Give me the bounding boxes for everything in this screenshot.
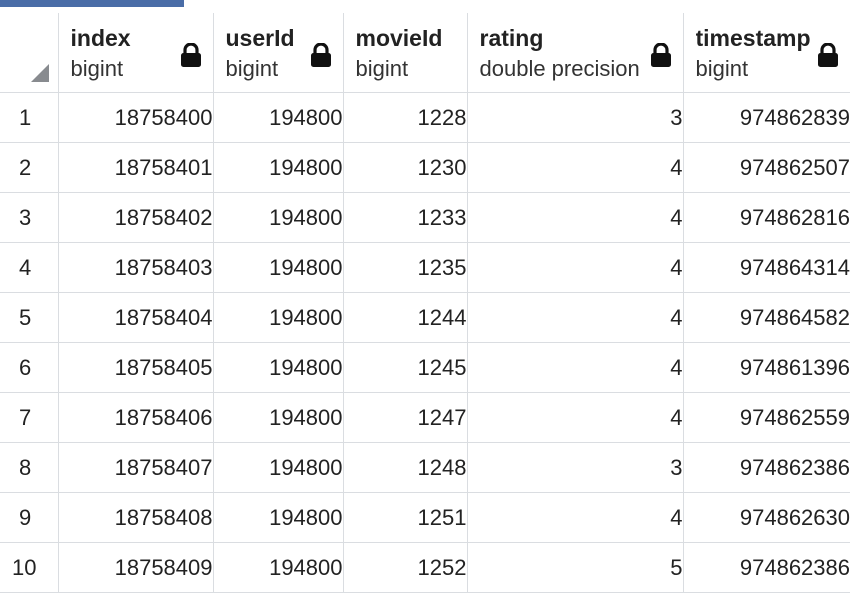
cell-index[interactable]: 18758409 <box>57 542 214 593</box>
cell-index[interactable]: 18758408 <box>57 492 214 543</box>
table-row[interactable]: 5 18758404 194800 1244 4 974864582 <box>0 292 850 343</box>
column-type: bigint <box>70 56 124 81</box>
column-type: bigint <box>355 56 409 81</box>
cell-movieid[interactable]: 1244 <box>342 292 468 343</box>
grid-body: 1 18758400 194800 1228 3 974862839 2 18758401 1… <box>0 92 850 593</box>
cell-timestamp[interactable]: 974862386 <box>682 442 850 493</box>
cell-userid[interactable]: 194800 <box>212 142 344 193</box>
cell-userid[interactable]: 194800 <box>212 442 344 493</box>
cell-movieid[interactable]: 1235 <box>342 242 468 293</box>
cell-index[interactable]: 18758405 <box>57 342 214 393</box>
cell-movieid[interactable]: 1233 <box>342 192 468 243</box>
row-number[interactable]: 7 <box>0 392 59 443</box>
table-row[interactable]: 10 18758409 194800 1252 5 974862386 <box>0 542 850 593</box>
lock-icon <box>650 43 671 67</box>
cell-timestamp[interactable]: 974862559 <box>682 392 850 443</box>
cell-rating[interactable]: 4 <box>466 192 684 243</box>
lock-icon <box>818 43 838 67</box>
row-number[interactable]: 5 <box>0 292 59 343</box>
cell-timestamp[interactable]: 974862839 <box>682 92 850 143</box>
row-number[interactable]: 6 <box>0 342 59 393</box>
cell-rating[interactable]: 4 <box>466 142 684 193</box>
column-header-rating[interactable]: rating double precision <box>466 13 684 93</box>
row-number[interactable]: 3 <box>0 192 59 243</box>
cell-rating[interactable]: 4 <box>466 342 684 393</box>
cell-rating[interactable]: 4 <box>466 492 684 543</box>
column-header-index[interactable]: index bigint <box>57 13 214 93</box>
table-row[interactable]: 9 18758408 194800 1251 4 974862630 <box>0 492 850 543</box>
cell-userid[interactable]: 194800 <box>212 92 344 143</box>
select-all-corner[interactable] <box>0 13 59 93</box>
cell-movieid[interactable]: 1228 <box>342 92 468 143</box>
row-number[interactable]: 4 <box>0 242 59 293</box>
table-row[interactable]: 4 18758403 194800 1235 4 974864314 <box>0 242 850 293</box>
cell-timestamp[interactable]: 974864314 <box>682 242 850 293</box>
table-row[interactable]: 3 18758402 194800 1233 4 974862816 <box>0 192 850 243</box>
cell-rating[interactable]: 4 <box>466 242 684 293</box>
cell-timestamp[interactable]: 974862630 <box>682 492 850 543</box>
cell-movieid[interactable]: 1252 <box>342 542 468 593</box>
table-row[interactable]: 1 18758400 194800 1228 3 974862839 <box>0 92 850 143</box>
cell-movieid[interactable]: 1248 <box>342 442 468 493</box>
cell-rating[interactable]: 5 <box>466 542 684 593</box>
cell-timestamp[interactable]: 974862386 <box>682 542 850 593</box>
cell-rating[interactable]: 3 <box>466 92 684 143</box>
cell-userid[interactable]: 194800 <box>212 492 344 543</box>
cell-index[interactable]: 18758401 <box>57 142 214 193</box>
cell-userid[interactable]: 194800 <box>212 342 344 393</box>
row-number[interactable]: 8 <box>0 442 59 493</box>
cell-userid[interactable]: 194800 <box>212 392 344 443</box>
table-row[interactable]: 8 18758407 194800 1248 3 974862386 <box>0 442 850 493</box>
grid-header: index bigint userId bigint movieId bigin… <box>0 13 850 93</box>
column-header-timestamp[interactable]: timestamp bigint <box>682 13 850 93</box>
row-number[interactable]: 2 <box>0 142 59 193</box>
cell-rating[interactable]: 4 <box>466 392 684 443</box>
column-header-movieid[interactable]: movieId bigint <box>342 13 468 93</box>
tab-active-indicator <box>0 0 184 7</box>
table-row[interactable]: 2 18758401 194800 1230 4 974862507 <box>0 142 850 193</box>
cell-rating[interactable]: 3 <box>466 442 684 493</box>
column-header-userid[interactable]: userId bigint <box>212 13 344 93</box>
cell-timestamp[interactable]: 974861396 <box>682 342 850 393</box>
corner-triangle-icon <box>30 64 49 82</box>
cell-userid[interactable]: 194800 <box>212 292 344 343</box>
cell-index[interactable]: 18758407 <box>57 442 214 493</box>
cell-index[interactable]: 18758402 <box>57 192 214 243</box>
cell-timestamp[interactable]: 974862507 <box>682 142 850 193</box>
lock-icon <box>310 43 331 67</box>
cell-timestamp[interactable]: 974862816 <box>682 192 850 243</box>
cell-userid[interactable]: 194800 <box>212 192 344 243</box>
table-row[interactable]: 7 18758406 194800 1247 4 974862559 <box>0 392 850 443</box>
column-type: double precision <box>479 56 640 81</box>
cell-movieid[interactable]: 1251 <box>342 492 468 543</box>
cell-userid[interactable]: 194800 <box>212 542 344 593</box>
cell-movieid[interactable]: 1245 <box>342 342 468 393</box>
cell-movieid[interactable]: 1247 <box>342 392 468 443</box>
column-type: bigint <box>225 56 279 81</box>
column-name: movieId <box>355 25 443 51</box>
lock-icon <box>180 43 201 67</box>
data-grid: index bigint userId bigint movieId bigin… <box>0 13 850 593</box>
cell-index[interactable]: 18758400 <box>57 92 214 143</box>
table-row[interactable]: 6 18758405 194800 1245 4 974861396 <box>0 342 850 393</box>
cell-index[interactable]: 18758403 <box>57 242 214 293</box>
cell-timestamp[interactable]: 974864582 <box>682 292 850 343</box>
cell-index[interactable]: 18758406 <box>57 392 214 443</box>
row-number[interactable]: 9 <box>0 492 59 543</box>
cell-userid[interactable]: 194800 <box>212 242 344 293</box>
column-type: bigint <box>695 56 749 81</box>
cell-index[interactable]: 18758404 <box>57 292 214 343</box>
cell-rating[interactable]: 4 <box>466 292 684 343</box>
row-number[interactable]: 1 <box>0 92 59 143</box>
row-number[interactable]: 10 <box>0 542 59 593</box>
cell-movieid[interactable]: 1230 <box>342 142 468 193</box>
